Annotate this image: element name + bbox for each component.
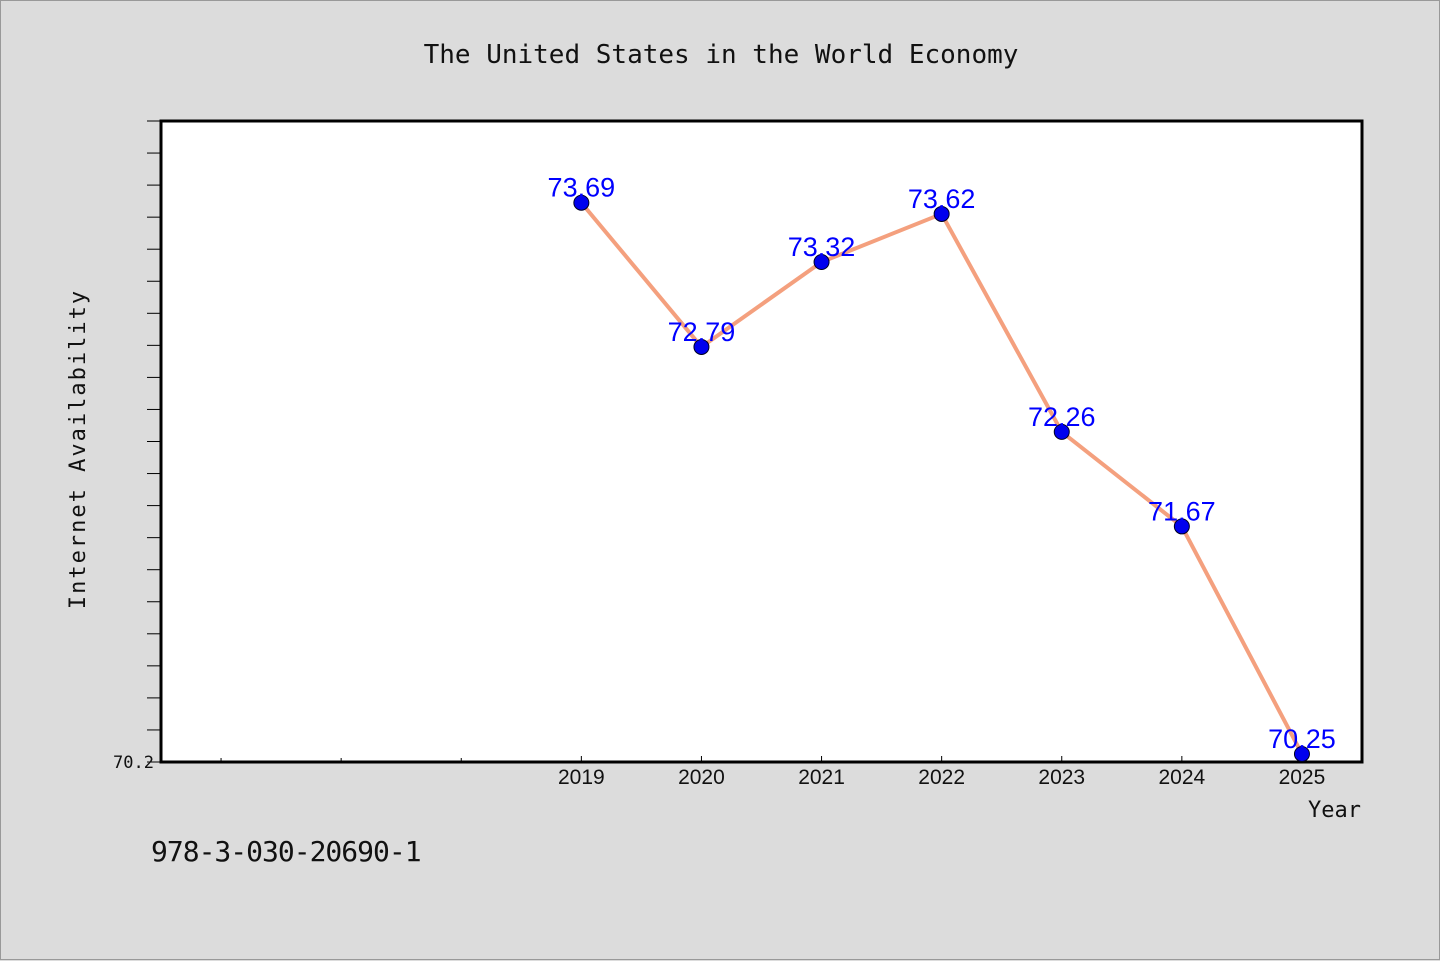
- x-tick-label: 2022: [918, 766, 965, 789]
- data-label: 71.67: [1148, 496, 1216, 526]
- x-tick-label: 2023: [1038, 766, 1085, 789]
- y-tick-label: 70.2: [113, 753, 154, 773]
- x-tick-label: 2024: [1158, 766, 1205, 789]
- x-axis-tick-labels: 2019 2020 2021 2022 2023 2024 2025: [558, 766, 1325, 789]
- data-label: 73.62: [908, 184, 976, 214]
- x-tick-label: 2019: [558, 766, 605, 789]
- x-tick-label: 2025: [1279, 766, 1326, 789]
- data-label: 72.26: [1028, 402, 1096, 432]
- chart-frame: The United States in the World Economy 2…: [0, 0, 1440, 960]
- plot-area: [161, 121, 1362, 762]
- x-tick-label: 2021: [798, 766, 845, 789]
- data-label: 73.32: [788, 232, 856, 262]
- data-label: 73.69: [548, 173, 616, 203]
- data-label: 70.25: [1268, 724, 1336, 754]
- x-tick-label: 2020: [678, 766, 725, 789]
- line-chart: The United States in the World Economy 2…: [1, 1, 1440, 961]
- isbn-text: 978-3-030-20690-1: [151, 835, 421, 868]
- y-axis-ticks: [147, 121, 161, 762]
- data-label: 72.79: [668, 317, 736, 347]
- x-axis-label: Year: [1308, 798, 1361, 823]
- chart-title: The United States in the World Economy: [424, 40, 1019, 70]
- y-axis-label: Internet Availability: [66, 289, 91, 609]
